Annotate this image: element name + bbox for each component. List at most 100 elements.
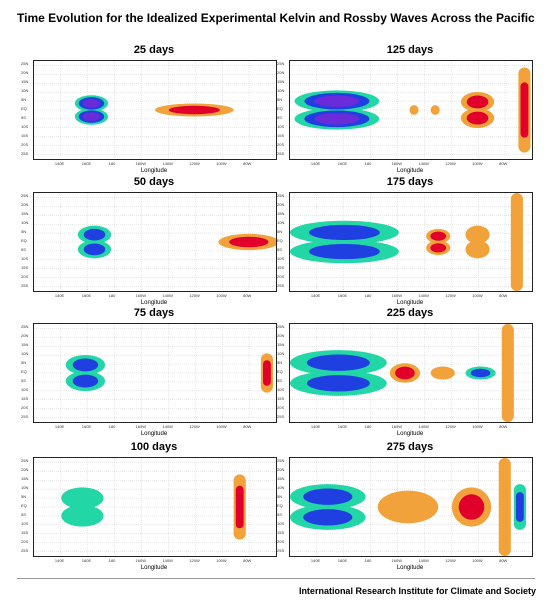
plot-area	[33, 60, 277, 160]
x-tick-label: 160W	[135, 424, 146, 429]
x-tick-label: 80W	[243, 424, 252, 429]
y-tick-label: 25S	[277, 282, 285, 288]
x-tick-label: 160W	[135, 558, 146, 563]
panel-title: 50 days	[133, 176, 175, 188]
x-tick-label: 160W	[391, 293, 402, 298]
kelvin-wave-contour	[229, 236, 269, 248]
kelvin-wave-contour	[458, 494, 485, 520]
y-tick-label: 10S	[277, 520, 285, 526]
x-tick-label: 80W	[499, 558, 508, 563]
x-axis-label: Longitude	[140, 300, 168, 306]
heatmap-svg	[290, 61, 532, 159]
panel-title: 25 days	[133, 44, 175, 56]
x-tick-label: 120W	[189, 424, 200, 429]
rossby-wave-lobe	[306, 375, 370, 392]
heatmap-svg	[290, 458, 532, 556]
y-tick-label: 25S	[277, 547, 285, 553]
y-tick-label: 5S	[277, 377, 282, 383]
rossby-wave-lobe	[61, 505, 104, 527]
x-axis-label: Longitude	[396, 431, 424, 437]
y-tick-label: 10S	[21, 520, 29, 526]
y-tick-label: 25S	[277, 150, 285, 156]
y-tick-label: 10N	[21, 485, 29, 491]
heatmap-svg	[34, 61, 276, 159]
plot-area	[289, 323, 533, 423]
x-axis-label: Longitude	[396, 300, 424, 306]
x-tick-label: 160E	[81, 293, 92, 298]
y-tick-label: 20N	[277, 202, 285, 208]
x-tick-label: 100W	[472, 293, 483, 298]
y-tick-label: 20N	[277, 70, 285, 76]
kelvin-wave-contour	[395, 366, 415, 380]
y-tick-label: 25N	[21, 324, 29, 330]
x-tick-label: 120W	[189, 161, 200, 166]
rossby-wave-lobe	[465, 240, 490, 259]
y-tick-label: 5S	[21, 114, 26, 120]
y-tick-label: 15S	[21, 395, 29, 401]
heatmap-svg	[290, 193, 532, 291]
kelvin-wave-contour	[168, 105, 220, 115]
boundary-wave-contour	[235, 485, 244, 529]
panel-title: 225 days	[386, 307, 434, 319]
x-axis-label: Longitude	[396, 565, 424, 571]
y-tick-label: 20S	[21, 538, 29, 544]
y-tick-label: 10S	[21, 123, 29, 129]
x-tick-label: 140W	[162, 161, 173, 166]
y-tick-label: 15N	[21, 342, 29, 348]
x-tick-label: 140E	[54, 424, 65, 429]
x-tick-label: 180	[108, 424, 116, 429]
x-tick-label: 160E	[337, 424, 348, 429]
y-tick-label: 25N	[277, 61, 285, 67]
y-tick-label: 10N	[277, 220, 285, 226]
kelvin-wave-contour	[430, 366, 455, 380]
x-axis-label: Longitude	[396, 168, 424, 174]
x-axis-label: Longitude	[140, 168, 168, 174]
rossby-wave-lobe	[82, 99, 101, 108]
heatmap-svg	[34, 193, 276, 291]
x-tick-label: 100W	[216, 161, 227, 166]
y-tick-label: 25N	[21, 193, 29, 199]
y-tick-label: 5N	[21, 97, 27, 103]
y-tick-label: 10N	[21, 351, 29, 357]
y-tick-label: 15N	[277, 211, 285, 217]
y-tick-label: 10N	[277, 485, 285, 491]
y-tick-label: 10S	[21, 386, 29, 392]
x-tick-label: 140W	[418, 424, 429, 429]
rossby-wave-lobe	[303, 488, 353, 505]
y-tick-label: 25S	[277, 413, 285, 419]
y-tick-label: 15S	[21, 264, 29, 270]
y-tick-label: 15N	[21, 476, 29, 482]
y-tick-label: 5N	[277, 360, 283, 366]
footer-credit: International Research Institute for Cli…	[298, 586, 536, 596]
x-tick-label: 100W	[216, 558, 227, 563]
x-tick-label: 160E	[81, 424, 92, 429]
y-tick-label: 15N	[21, 79, 29, 85]
x-tick-label: 140E	[310, 558, 321, 563]
y-tick-label: 25N	[21, 458, 29, 464]
y-tick-label: 10S	[277, 255, 285, 261]
heatmap-svg	[290, 324, 532, 422]
footer-divider	[17, 578, 535, 579]
y-tick-label: 15N	[277, 476, 285, 482]
y-tick-label: 5S	[277, 114, 282, 120]
x-tick-label: 140W	[162, 293, 173, 298]
x-tick-label: 160E	[81, 161, 92, 166]
boundary-wave-contour	[515, 492, 524, 522]
boundary-wave-contour	[510, 193, 523, 291]
boundary-wave-contour	[501, 324, 514, 422]
x-tick-label: 100W	[472, 161, 483, 166]
y-tick-label: 5N	[277, 97, 283, 103]
y-tick-label: 5N	[277, 229, 283, 235]
rossby-wave-lobe	[72, 374, 99, 388]
y-tick-label: 20S	[21, 404, 29, 410]
y-tick-label: EQ	[21, 238, 27, 243]
y-tick-label: 20N	[21, 70, 29, 76]
y-tick-label: 20N	[277, 333, 285, 339]
y-tick-label: EQ	[277, 503, 283, 508]
y-tick-label: 20S	[277, 141, 285, 147]
x-tick-label: 140E	[54, 161, 65, 166]
x-tick-label: 180	[364, 558, 372, 563]
rossby-wave-lobe	[72, 358, 99, 372]
x-tick-label: 80W	[499, 161, 508, 166]
rossby-wave-lobe	[83, 243, 106, 256]
